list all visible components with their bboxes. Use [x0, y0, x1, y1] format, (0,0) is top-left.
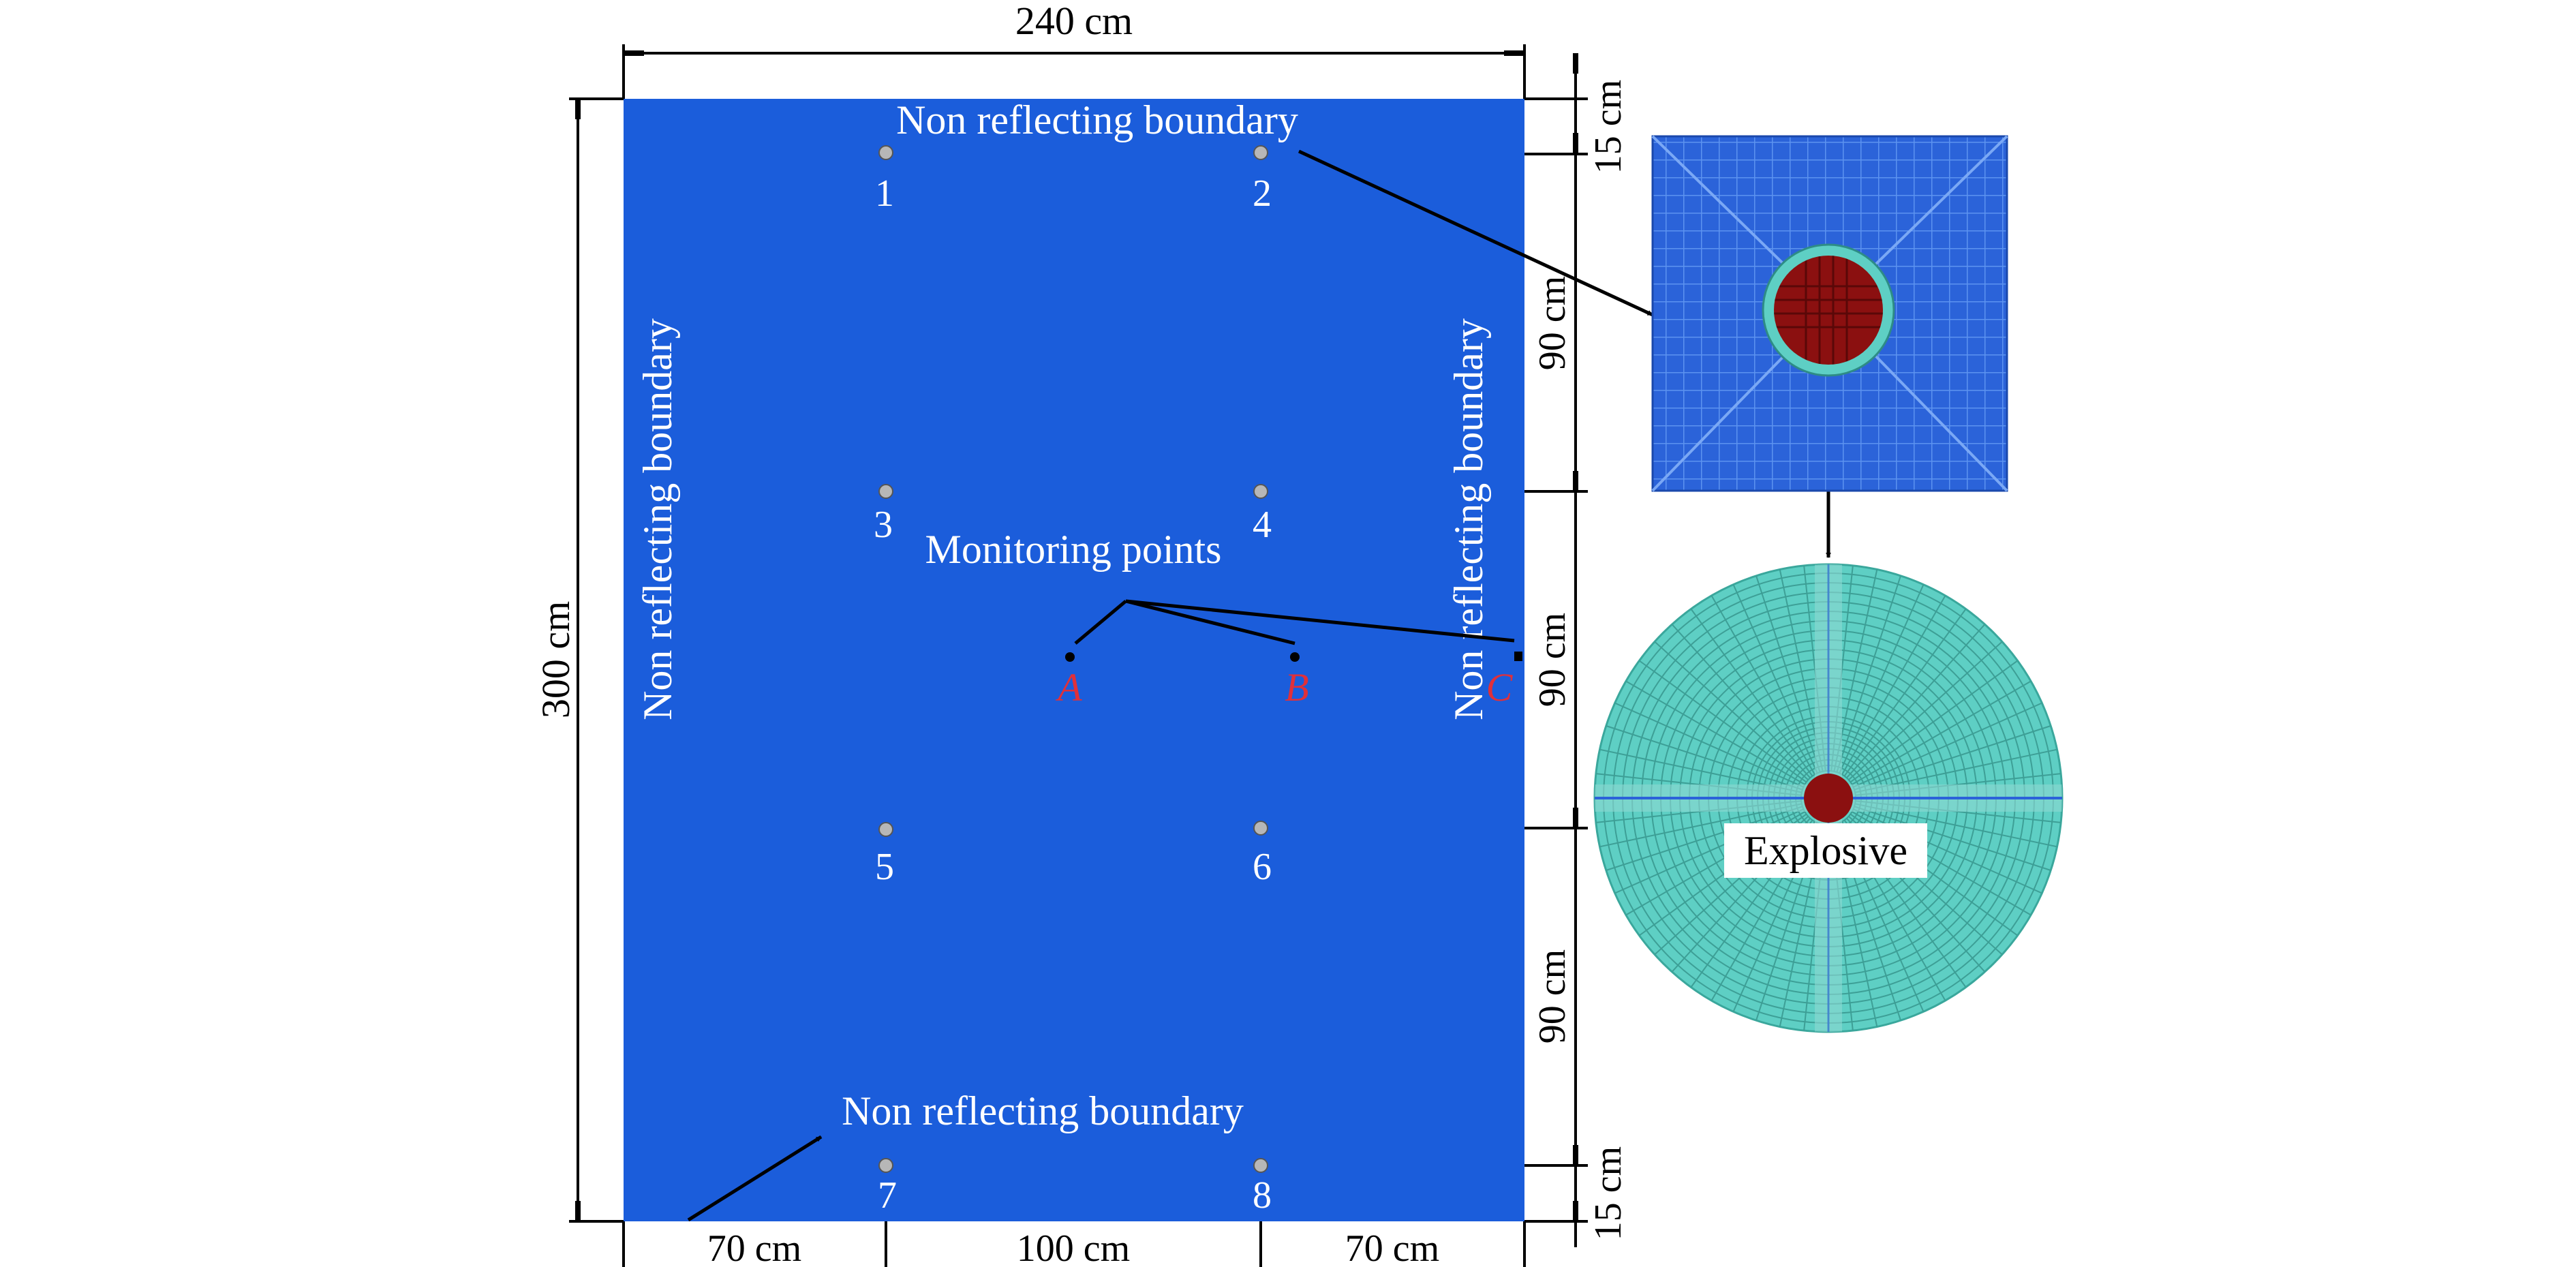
monitoring-point-a: A	[1055, 652, 1082, 709]
monitoring-point-marker	[1514, 652, 1522, 661]
borehole-3: 3	[874, 484, 893, 546]
borehole-2: 2	[1253, 145, 1272, 215]
dim-bottom-3: 70 cm	[1345, 1227, 1439, 1267]
explosive-charge	[1774, 256, 1883, 365]
borehole-label: 4	[1253, 504, 1272, 546]
dim-bottom-1: 70 cm	[707, 1227, 801, 1267]
monitoring-points-title: Monitoring points	[925, 527, 1221, 572]
monitoring-point-label: A	[1055, 665, 1082, 709]
borehole-label: 6	[1253, 846, 1272, 888]
borehole-marker-icon	[878, 822, 893, 837]
borehole-marker-icon	[1253, 821, 1268, 836]
leader-line-top-to-mesh	[1298, 149, 1654, 317]
monitoring-leaders	[1074, 599, 1515, 645]
borehole-marker-icon	[1253, 145, 1268, 160]
borehole-marker-icon	[878, 145, 893, 160]
dim-top-width: 240 cm	[1015, 0, 1133, 43]
mesh-detail-circle	[1593, 563, 2064, 1033]
borehole-marker-icon	[878, 484, 893, 499]
monitoring-point-label: C	[1486, 665, 1514, 709]
boundary-label-left: Non reflecting boundary	[635, 318, 680, 720]
explosive-label: Explosive	[1744, 828, 1907, 873]
explosive-label-box	[1724, 823, 1927, 878]
borehole-8: 8	[1253, 1158, 1272, 1217]
mesh-zoom-square	[1651, 135, 2008, 492]
boundary-label-right: Non reflecting boundary	[1446, 318, 1491, 720]
monitoring-point-c: C	[1486, 652, 1522, 709]
borehole-6: 6	[1253, 821, 1272, 888]
dim-right-4: 90 cm	[1531, 949, 1574, 1043]
borehole-label: 8	[1253, 1174, 1272, 1217]
borehole-marker-icon	[1253, 484, 1268, 499]
borehole-label: 7	[878, 1174, 897, 1217]
explosive-charge	[1804, 774, 1853, 823]
borehole-label: 3	[874, 504, 893, 546]
monitoring-point-marker	[1290, 652, 1300, 662]
boreholes: 1 2 3 4 5 6 7 8	[874, 145, 1272, 1217]
borehole-label: 2	[1253, 172, 1272, 215]
monitoring-point-b: B	[1285, 652, 1309, 709]
borehole-4: 4	[1253, 484, 1272, 546]
borehole-marker-icon	[878, 1158, 893, 1173]
borehole-label: 1	[875, 172, 894, 215]
dimension-end-ticks	[575, 50, 1578, 1221]
borehole-7: 7	[878, 1158, 897, 1217]
leader-line-bottom-boundary	[687, 1135, 823, 1222]
boundary-label-bottom: Non reflecting boundary	[842, 1088, 1244, 1133]
borehole-1: 1	[875, 145, 894, 215]
monitoring-point-label: B	[1285, 665, 1308, 709]
dim-bottom-2: 100 cm	[1017, 1227, 1130, 1267]
dim-right-2: 90 cm	[1531, 276, 1574, 370]
borehole-5: 5	[875, 822, 894, 888]
borehole-label: 5	[875, 846, 894, 888]
borehole-marker-icon	[1253, 1158, 1268, 1173]
monitoring-point-marker	[1065, 652, 1075, 662]
model-domain	[624, 99, 1524, 1221]
dim-right-1: 15 cm	[1587, 80, 1629, 174]
dim-left-height: 300 cm	[534, 601, 578, 718]
dim-right-5: 15 cm	[1587, 1146, 1629, 1240]
boundary-label-top: Non reflecting boundary	[896, 97, 1298, 142]
dim-right-3: 90 cm	[1531, 613, 1574, 707]
